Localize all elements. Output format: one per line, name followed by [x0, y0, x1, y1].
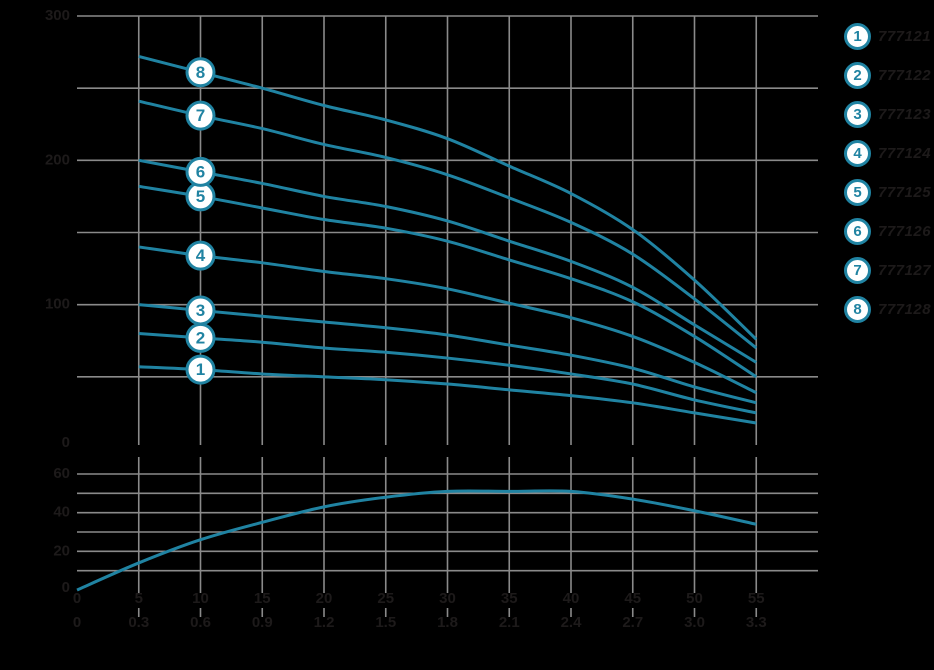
legend: 1 777121 2 777122 3 777123 4 777124 5 77… [844, 23, 934, 335]
flow-axis-label-lmin: 20 [316, 590, 333, 607]
flow-axis-label-m3h: 0 [73, 614, 81, 631]
flow-axis-label-lmin: 25 [377, 590, 394, 607]
head-axis-label: 0 [62, 434, 70, 451]
legend-item: 4 777124 [844, 140, 934, 167]
flow-axis-label-lmin: 30 [439, 590, 456, 607]
flow-axis-label-m3h: 1.2 [314, 614, 335, 631]
efficiency-axis-label: 60 [53, 465, 70, 482]
flow-axis-label-lmin: 15 [254, 590, 271, 607]
curve-badge-num: 1 [196, 360, 205, 379]
flow-axis-label-m3h: 2.1 [499, 614, 520, 631]
flow-axis-label-lmin: 10 [192, 590, 209, 607]
legend-num: 2 [853, 67, 861, 84]
flow-axis-label-lmin: 45 [624, 590, 641, 607]
curve-badge-num: 2 [196, 328, 205, 347]
flow-axis-label-m3h: 2.7 [622, 614, 643, 631]
flow-axis-label-lmin: 50 [686, 590, 703, 607]
head-axis-label: 200 [45, 151, 70, 168]
legend-label: 777125 [878, 184, 931, 201]
legend-item: 6 777126 [844, 218, 934, 245]
legend-label: 777121 [878, 28, 931, 45]
flow-axis-label-lmin: 5 [135, 590, 143, 607]
curve-badge-num: 7 [196, 106, 205, 125]
legend-badge-6-icon: 6 [844, 218, 871, 245]
legend-label: 777128 [878, 301, 931, 318]
flow-axis-label-m3h: 0.9 [252, 614, 273, 631]
flow-axis-label-lmin: 40 [563, 590, 580, 607]
flow-axis-label-lmin: 55 [748, 590, 765, 607]
flow-axis-label-m3h: 3.3 [746, 614, 767, 631]
flow-axis-label-m3h: 0.6 [190, 614, 211, 631]
legend-item: 5 777125 [844, 179, 934, 206]
legend-label: 777124 [878, 145, 931, 162]
efficiency-axis-label: 40 [53, 504, 70, 521]
legend-badge-7-icon: 7 [844, 257, 871, 284]
legend-num: 1 [853, 28, 861, 45]
legend-item: 8 777128 [844, 296, 934, 323]
legend-badge-8-icon: 8 [844, 296, 871, 323]
legend-num: 3 [853, 106, 861, 123]
legend-num: 6 [853, 223, 861, 240]
efficiency-axis-label: 0 [62, 579, 70, 596]
legend-num: 5 [853, 184, 861, 201]
pump-performance-chart: 12345678300200100060402000050.3100.6150.… [0, 0, 934, 670]
flow-axis-label-m3h: 0.3 [128, 614, 149, 631]
flow-axis-label-m3h: 1.8 [437, 614, 458, 631]
head-axis-label: 100 [45, 296, 70, 313]
legend-label: 777123 [878, 106, 931, 123]
curve-badge-num: 8 [196, 63, 205, 82]
flow-axis-label-m3h: 1.5 [375, 614, 396, 631]
curve-badge-num: 6 [196, 162, 205, 181]
legend-label: 777122 [878, 67, 931, 84]
efficiency-curve [77, 491, 756, 590]
legend-label: 777127 [878, 262, 931, 279]
curve-badge-num: 4 [196, 246, 206, 265]
flow-axis-label-lmin: 0 [73, 590, 81, 607]
flow-axis-label-lmin: 35 [501, 590, 518, 607]
legend-item: 3 777123 [844, 101, 934, 128]
legend-badge-4-icon: 4 [844, 140, 871, 167]
legend-num: 8 [853, 301, 861, 318]
flow-axis-label-m3h: 2.4 [561, 614, 583, 631]
efficiency-axis-label: 20 [53, 542, 70, 559]
pump-curves-svg: 12345678300200100060402000050.3100.6150.… [0, 0, 934, 670]
legend-label: 777126 [878, 223, 931, 240]
head-axis-label: 300 [45, 7, 70, 24]
flow-axis-label-m3h: 3.0 [684, 614, 705, 631]
legend-num: 7 [853, 262, 861, 279]
legend-item: 7 777127 [844, 257, 934, 284]
legend-badge-5-icon: 5 [844, 179, 871, 206]
legend-item: 1 777121 [844, 23, 934, 50]
legend-badge-1-icon: 1 [844, 23, 871, 50]
legend-num: 4 [853, 145, 861, 162]
legend-item: 2 777122 [844, 62, 934, 89]
legend-badge-2-icon: 2 [844, 62, 871, 89]
legend-badge-3-icon: 3 [844, 101, 871, 128]
curve-badge-num: 5 [196, 187, 205, 206]
curve-badge-num: 3 [196, 301, 205, 320]
